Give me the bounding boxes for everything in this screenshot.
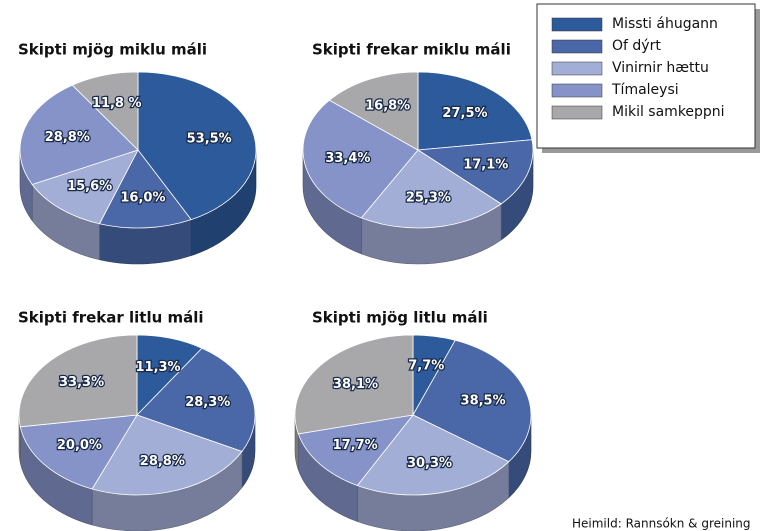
data-label: 17,1% bbox=[463, 157, 508, 172]
data-label: 30,3% bbox=[407, 456, 452, 471]
pie-slice bbox=[98, 149, 192, 229]
pie-slice bbox=[302, 99, 419, 219]
pie-slice bbox=[416, 139, 534, 205]
source: Heimild: Rannsókn & greining bbox=[572, 517, 751, 531]
data-label: 20,0% bbox=[57, 438, 102, 453]
pie-slice bbox=[297, 414, 414, 487]
data-label: 16,8% bbox=[365, 99, 410, 114]
data-label: 38,1% bbox=[333, 377, 378, 392]
legend-swatch bbox=[551, 83, 603, 98]
data-label: 27,5% bbox=[442, 106, 487, 121]
pie-slice bbox=[71, 71, 139, 151]
pie-slice bbox=[18, 334, 138, 428]
data-label: 15,6% bbox=[67, 179, 112, 194]
legend-swatch bbox=[551, 105, 603, 120]
pie-slice bbox=[137, 71, 257, 221]
legend-swatch bbox=[551, 61, 603, 76]
data-label: 7,7% bbox=[408, 359, 444, 374]
pie-slice bbox=[136, 347, 256, 452]
legend-label: Of dýrt bbox=[612, 38, 661, 54]
chart-title: Skipti mjög litlu máli bbox=[312, 309, 488, 327]
data-label: 11,8 % bbox=[92, 96, 142, 111]
pie-slice bbox=[360, 149, 502, 229]
pie-slice bbox=[294, 334, 414, 435]
data-label: 33,3% bbox=[59, 375, 104, 390]
pie-slice bbox=[417, 71, 533, 151]
data-label: 25,3% bbox=[406, 190, 451, 205]
pie-slice bbox=[19, 414, 138, 490]
data-label: 28,8% bbox=[140, 454, 185, 469]
chart-title: Skipti frekar litlu máli bbox=[18, 309, 204, 327]
legend-label: Mikil samkeppni bbox=[612, 104, 725, 120]
pie-slice bbox=[19, 84, 139, 186]
pie-slice bbox=[31, 149, 139, 225]
pie-slice bbox=[412, 339, 532, 463]
legend-swatch bbox=[551, 39, 603, 54]
data-label: 16,0% bbox=[120, 191, 165, 206]
data-label: 28,8% bbox=[45, 130, 90, 145]
data-label: 11,3% bbox=[135, 360, 180, 375]
legend-label: Vinirnir hættu bbox=[612, 60, 709, 76]
chart-title: Skipti mjög miklu máli bbox=[18, 41, 207, 59]
data-label: 38,5% bbox=[461, 393, 506, 408]
chart-title: Skipti frekar miklu máli bbox=[312, 41, 511, 59]
legend-label: Missti áhugann bbox=[612, 16, 718, 32]
pie-slice bbox=[328, 71, 419, 151]
pie-slice bbox=[356, 414, 510, 496]
legend-swatch bbox=[551, 17, 603, 32]
data-label: 28,3% bbox=[185, 395, 230, 410]
data-label: 53,5% bbox=[187, 131, 232, 146]
legend-label: Tímaleysi bbox=[611, 82, 679, 98]
pie-slice bbox=[91, 414, 243, 496]
data-label: 33,4% bbox=[325, 151, 370, 166]
data-label: 17,7% bbox=[333, 438, 378, 453]
